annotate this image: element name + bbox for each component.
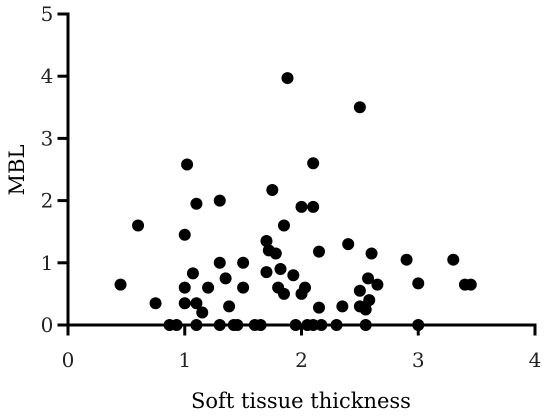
data-point [371,278,384,291]
data-point [237,256,250,269]
data-points [114,72,477,331]
data-point [170,319,183,331]
data-point [132,219,145,232]
data-point [114,278,127,291]
data-point [190,319,203,331]
data-point [365,247,378,260]
data-point [213,256,226,269]
data-point [190,197,203,210]
data-point [336,300,349,313]
x-ticks: 0 1 2 3 4 [62,323,542,372]
data-point [307,200,320,213]
data-point [464,278,477,291]
data-point [277,287,290,300]
data-point [196,306,209,319]
data-point [266,184,279,197]
y-tick-label: 5 [41,2,54,26]
data-point [307,157,320,170]
data-point [231,319,244,331]
data-point [260,235,273,248]
data-point [447,253,460,266]
data-point [181,158,194,171]
y-tick-label: 4 [41,64,54,88]
data-point [149,297,162,310]
data-point [269,247,282,260]
y-tick-label: 1 [41,251,54,275]
data-point [412,319,425,331]
y-tick-label: 3 [41,126,54,150]
data-point [330,319,343,331]
data-point [353,284,366,297]
data-point [289,319,302,331]
data-point [219,272,232,285]
data-point [362,272,375,285]
data-point [313,245,326,258]
x-tick-label: 4 [529,348,542,372]
data-point [299,281,312,294]
x-axis-label: Soft tissue thickness [191,389,411,413]
data-point [178,228,191,241]
x-tick-label: 0 [62,348,75,372]
data-point [315,319,328,331]
data-point [363,294,376,307]
y-ticks: 0 1 2 3 4 5 [41,2,70,337]
data-point [400,253,413,266]
y-tick-label: 0 [41,313,54,337]
data-point [412,277,425,290]
data-point [178,297,191,310]
data-point [277,219,290,232]
data-point [223,300,236,313]
y-axis-label: MBL [5,145,29,196]
x-tick-label: 1 [178,348,191,372]
data-point [213,319,226,331]
data-point [178,281,191,294]
x-tick-label: 3 [412,348,425,372]
data-point [260,266,273,279]
data-point [313,301,326,314]
data-point [353,101,366,114]
axes [66,12,537,327]
data-point [274,263,287,276]
data-point [295,200,308,213]
data-point [254,319,267,331]
data-point [186,267,199,280]
data-point [202,281,215,294]
data-point [281,72,294,85]
data-point [237,281,250,294]
y-tick-label: 2 [41,189,54,213]
data-point [359,319,372,331]
data-point [359,303,372,316]
data-point [190,297,203,310]
data-point [287,269,300,282]
data-point [342,238,355,251]
data-point [213,194,226,207]
x-tick-label: 2 [295,348,308,372]
